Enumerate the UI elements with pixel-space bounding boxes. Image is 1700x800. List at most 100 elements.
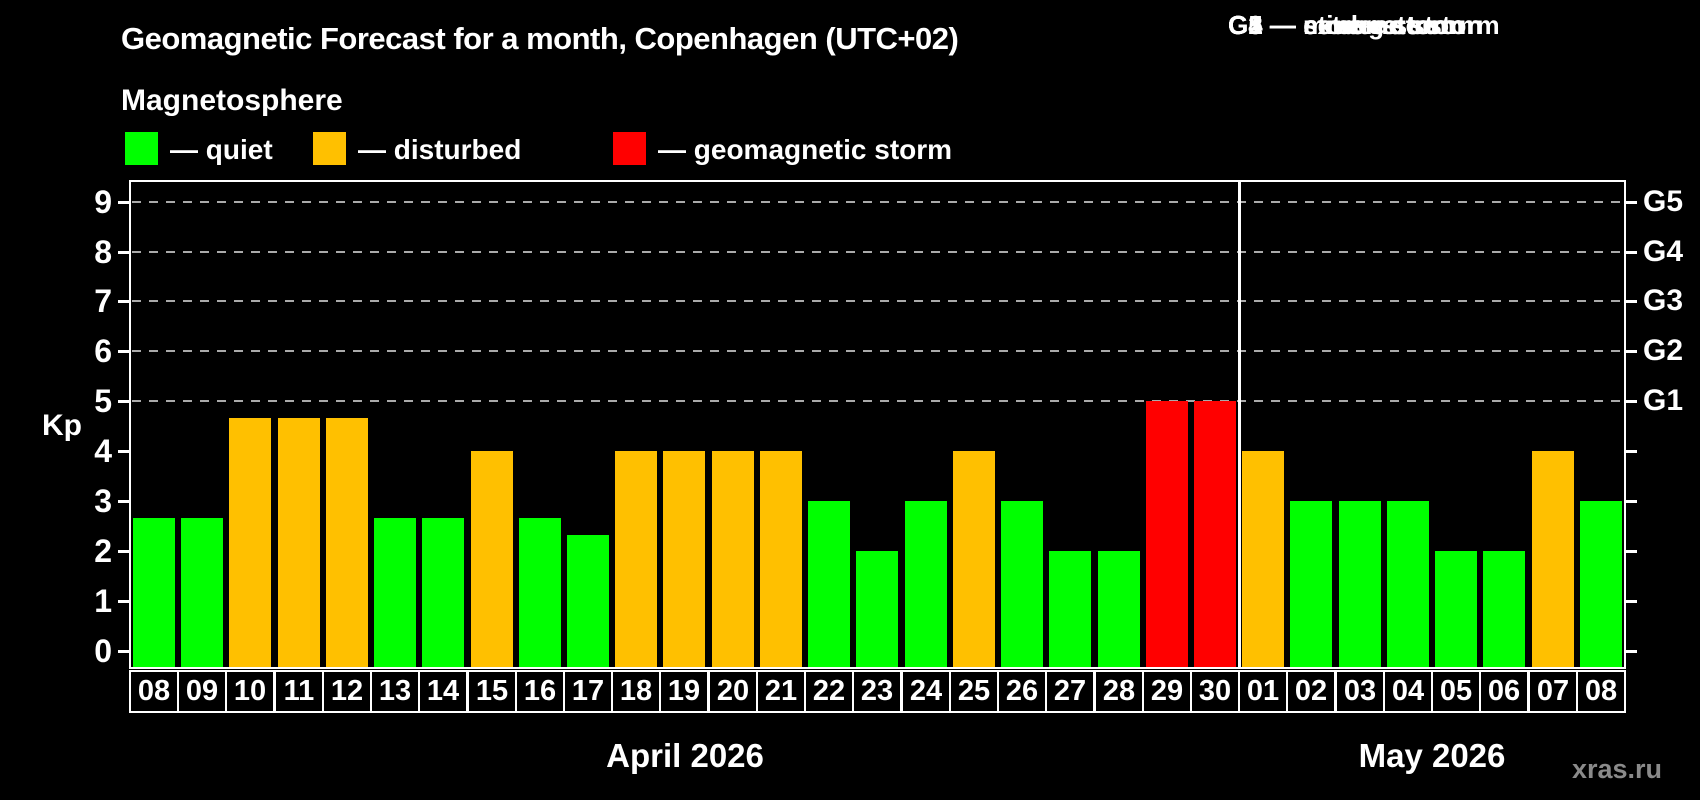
y-axis-tick	[118, 500, 130, 503]
kp-bar	[278, 418, 320, 667]
kp-bar	[1098, 551, 1140, 667]
kp-bar	[229, 418, 271, 667]
legend-label: — quiet	[170, 134, 273, 165]
y-tick-label: 4	[94, 433, 112, 469]
date-cell: 08	[129, 670, 179, 713]
y-axis-tick	[118, 550, 130, 553]
right-axis-tick	[1625, 251, 1637, 254]
date-cell: 03	[1335, 670, 1385, 713]
kp-bar	[1146, 401, 1188, 667]
kp-bar	[1483, 551, 1525, 667]
date-cell: 06	[1479, 670, 1529, 713]
kp-bar	[1580, 501, 1622, 667]
legend-label: — disturbed	[358, 134, 522, 165]
g-scale-label: G1	[1643, 384, 1684, 417]
month-label: May 2026	[1358, 737, 1506, 774]
date-cell: 29	[1142, 670, 1192, 713]
kp-bar	[133, 518, 175, 667]
kp-bar	[374, 518, 416, 667]
kp-bar	[663, 451, 705, 667]
date-cell: 12	[322, 670, 372, 713]
right-axis-tick	[1625, 600, 1637, 603]
right-axis-tick	[1625, 201, 1637, 204]
disturbed-legend-swatch	[313, 132, 346, 165]
chart-title: Geomagnetic Forecast for a month, Copenh…	[121, 21, 959, 56]
y-tick-label: 3	[94, 483, 112, 519]
kp-bar	[567, 535, 609, 667]
date-cell: 22	[804, 670, 854, 713]
g-scale-label: G2	[1643, 334, 1684, 367]
storm-scale-line: G5 — extreme storm	[1228, 10, 1483, 40]
gridline	[132, 350, 1623, 352]
kp-bar	[856, 551, 898, 667]
y-tick-label: 5	[94, 383, 112, 419]
date-cell: 10	[225, 670, 275, 713]
plot-border	[129, 180, 1626, 669]
kp-bar	[1049, 551, 1091, 667]
kp-bar	[760, 451, 802, 667]
storm-scale-line: G2 — moderate storm	[1228, 10, 1500, 40]
date-cell: 17	[563, 670, 613, 713]
right-axis-tick	[1625, 400, 1637, 403]
gridline	[132, 251, 1623, 253]
date-cell: 05	[1431, 670, 1481, 713]
g-scale-label: G4	[1643, 235, 1684, 268]
kp-bar	[1194, 401, 1236, 667]
right-axis-tick	[1625, 650, 1637, 653]
y-tick-label: 8	[94, 234, 112, 270]
right-axis-tick	[1625, 450, 1637, 453]
kp-bar	[422, 518, 464, 667]
y-axis-tick	[118, 400, 130, 403]
date-cell: 23	[852, 670, 902, 713]
date-cell: 09	[177, 670, 227, 713]
right-axis-tick	[1625, 300, 1637, 303]
y-tick-label: 7	[94, 283, 112, 319]
date-cell: 24	[901, 670, 951, 713]
right-axis-tick	[1625, 350, 1637, 353]
y-tick-label: 9	[94, 184, 112, 220]
month-label: April 2026	[606, 737, 764, 774]
kp-bar	[1532, 451, 1574, 667]
y-axis-tick	[118, 650, 130, 653]
kp-bar	[1242, 451, 1284, 667]
date-cell: 27	[1045, 670, 1095, 713]
date-cell: 26	[997, 670, 1047, 713]
kp-bar	[808, 501, 850, 667]
date-cell: 19	[659, 670, 709, 713]
kp-bar	[1290, 501, 1332, 667]
kp-bar	[712, 451, 754, 667]
date-cell: 08	[1576, 670, 1626, 713]
y-axis-tick	[118, 251, 130, 254]
y-axis-label: Kp	[42, 409, 82, 442]
date-cell: 18	[611, 670, 661, 713]
y-axis-tick	[118, 600, 130, 603]
y-axis-tick	[118, 450, 130, 453]
date-cell: 14	[418, 670, 468, 713]
storm-scale-line: G1 — minor storm	[1228, 10, 1455, 40]
date-cell: 01	[1238, 670, 1288, 713]
g-scale-label: G5	[1643, 185, 1684, 218]
y-tick-label: 2	[94, 533, 112, 569]
kp-bar	[615, 451, 657, 667]
legend-label: — geomagnetic storm	[658, 134, 953, 165]
kp-bar	[326, 418, 368, 667]
y-axis-tick	[118, 201, 130, 204]
y-tick-label: 0	[94, 633, 112, 669]
quiet-legend-swatch	[125, 132, 158, 165]
kp-bar	[1435, 551, 1477, 667]
gridline	[132, 201, 1623, 203]
right-axis-tick	[1625, 500, 1637, 503]
y-axis-tick	[118, 350, 130, 353]
date-cell: 16	[515, 670, 565, 713]
kp-bar	[471, 451, 513, 667]
date-cell: 28	[1094, 670, 1144, 713]
kp-bar	[905, 501, 947, 667]
date-cell: 02	[1286, 670, 1336, 713]
gridline	[132, 400, 1623, 402]
date-cell: 21	[756, 670, 806, 713]
y-tick-label: 6	[94, 333, 112, 369]
date-cell: 04	[1383, 670, 1433, 713]
kp-bar	[181, 518, 223, 667]
date-cell: 07	[1528, 670, 1578, 713]
month-separator	[1238, 181, 1241, 668]
